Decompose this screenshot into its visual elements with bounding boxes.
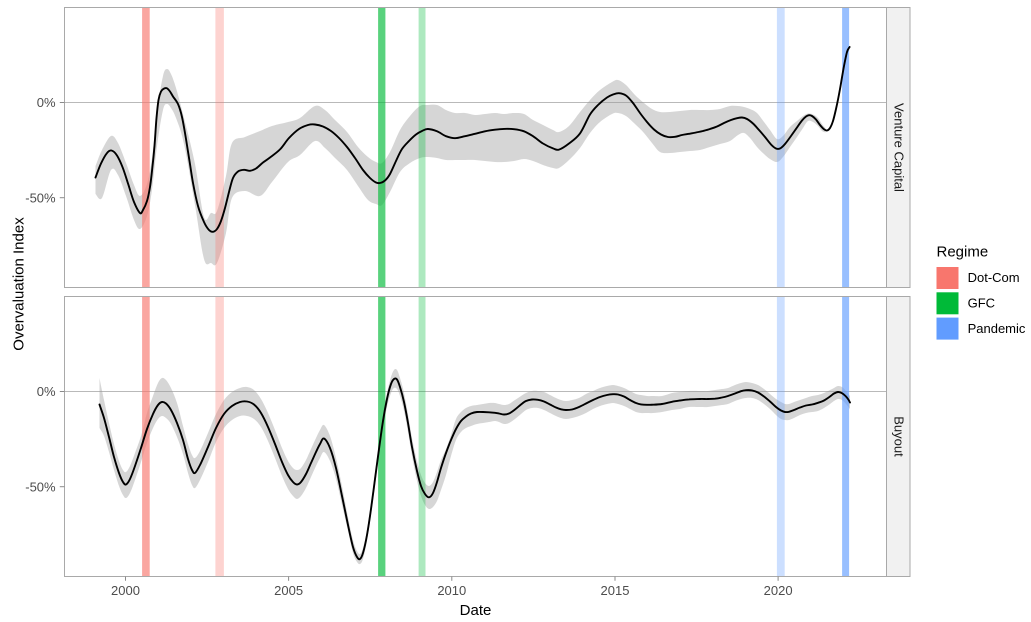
svg-text:2010: 2010 (437, 583, 466, 598)
svg-text:0%: 0% (37, 95, 56, 110)
svg-text:0%: 0% (37, 384, 56, 399)
svg-text:2015: 2015 (601, 583, 630, 598)
svg-text:Overvaluation Index: Overvaluation Index (11, 217, 28, 351)
svg-text:Date: Date (460, 602, 492, 617)
svg-text:Pandemic: Pandemic (968, 321, 1026, 336)
svg-text:Venture Capital: Venture Capital (892, 103, 907, 192)
svg-text:2005: 2005 (274, 583, 303, 598)
svg-text:2000: 2000 (111, 583, 140, 598)
svg-text:GFC: GFC (968, 296, 995, 311)
svg-text:Regime: Regime (937, 244, 989, 261)
svg-text:Buyout: Buyout (892, 416, 907, 457)
svg-text:-50%: -50% (25, 190, 56, 205)
svg-text:Dot-Com: Dot-Com (968, 270, 1020, 285)
svg-text:2020: 2020 (764, 583, 793, 598)
svg-text:-50%: -50% (25, 479, 56, 494)
